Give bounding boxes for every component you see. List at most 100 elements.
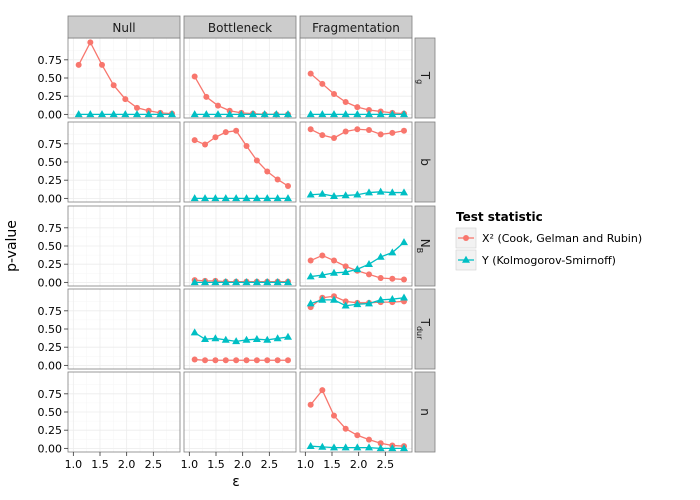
series-y-point — [353, 190, 362, 198]
y-tick-label: 0.75 — [38, 388, 63, 401]
series-y-point — [306, 272, 315, 280]
series-y-point — [353, 110, 362, 118]
row-strip-label: NB — [415, 239, 432, 253]
y-tick-label: 0.25 — [38, 174, 63, 187]
series-x2-point — [366, 107, 372, 113]
series-y-point — [365, 110, 373, 118]
column-strip — [299, 15, 413, 39]
y-tick-label: 0.50 — [38, 406, 63, 419]
panel-4-1 — [183, 371, 297, 453]
series-x2-point — [274, 176, 281, 183]
x-tick-label: 1.0 — [181, 458, 199, 471]
series-y-point — [273, 278, 282, 286]
series-y-point — [190, 110, 199, 118]
y-tick-label: 0.50 — [38, 323, 63, 336]
series-y-point — [272, 110, 281, 118]
panels-layer — [67, 37, 413, 453]
legend-label: Y (Kolmogorov-Smirnoff) — [481, 254, 616, 267]
series-y-point — [388, 110, 397, 118]
series-y-point — [376, 110, 385, 118]
x-tick-label: 1.5 — [207, 458, 225, 471]
panel-border — [183, 371, 297, 453]
x-tick-label: 1.5 — [323, 458, 341, 471]
y-tick-label: 0.00 — [38, 108, 63, 121]
series-y-point — [318, 189, 327, 197]
series-y-point — [306, 190, 315, 198]
series-x2-point — [331, 135, 337, 141]
panel-4-2 — [299, 371, 413, 453]
panel-0-2 — [299, 37, 413, 119]
series-y-point — [376, 444, 385, 452]
y-tick-label: 0.25 — [38, 258, 63, 271]
series-x2-point — [285, 183, 291, 189]
series-y-point — [225, 110, 234, 118]
series-y-point — [190, 278, 199, 286]
x-tick-label: 2.0 — [118, 458, 136, 471]
x-tick-label: 1.0 — [297, 458, 315, 471]
series-y-point — [211, 194, 220, 202]
series-x2-point — [342, 425, 349, 432]
series-x2-point — [212, 134, 219, 141]
y-tick-label: 0.25 — [38, 90, 63, 103]
x-axis-title: ε — [232, 474, 240, 490]
series-y-point — [330, 443, 338, 451]
series-y-point — [168, 110, 176, 118]
series-y-point — [353, 300, 362, 308]
legend-key-marker — [462, 255, 470, 263]
series-y-point — [144, 110, 153, 118]
x-tick-label: 2.5 — [145, 458, 163, 471]
column-strip — [183, 15, 297, 39]
series-x2-point — [75, 61, 82, 68]
series-y-point — [306, 110, 315, 118]
series-y-point — [260, 110, 269, 118]
panel-2-2 — [299, 205, 413, 287]
panel-border — [183, 205, 297, 287]
panel-0-0 — [67, 37, 181, 119]
y-tick-label: 0.00 — [38, 359, 63, 372]
series-x2-point — [215, 102, 221, 109]
series-x2-line — [194, 130, 289, 187]
series-x2-point — [319, 387, 326, 394]
series-y-point — [201, 278, 210, 286]
column-strip-label: Fragmentation — [312, 21, 400, 35]
panel-3-0 — [67, 288, 181, 370]
series-y-point — [400, 188, 408, 196]
series-y-point — [214, 110, 222, 118]
series-y-point — [252, 278, 261, 286]
series-x2-point — [342, 298, 349, 305]
series-y-point — [400, 238, 408, 246]
series-y-point — [211, 334, 220, 342]
series-y-point — [263, 335, 272, 343]
series-x2-point — [202, 357, 209, 364]
y-tick-label: 0.75 — [38, 222, 63, 235]
series-x2-point — [307, 126, 314, 133]
series-x2-point — [331, 257, 337, 264]
series-x2-point — [319, 132, 326, 139]
series-y-point — [376, 295, 385, 303]
series-x2-point — [191, 137, 198, 144]
series-y-point — [353, 265, 362, 273]
series-x2-point — [122, 96, 129, 103]
panel-0-1 — [183, 37, 297, 119]
series-y-point — [202, 110, 211, 118]
x-tick-label: 2.0 — [350, 458, 368, 471]
series-y-point — [232, 337, 241, 345]
series-y-point — [221, 194, 230, 202]
series-x2-point — [366, 436, 372, 443]
series-y-point — [341, 443, 350, 451]
x-tick-label: 2.5 — [377, 458, 395, 471]
series-y-point — [388, 294, 397, 302]
series-x2-point — [222, 129, 229, 136]
series-x2-point — [243, 143, 250, 149]
row-strip — [414, 37, 436, 119]
series-y-point — [388, 248, 397, 256]
series-x2-point — [285, 357, 291, 364]
panel-border — [183, 121, 297, 203]
series-y-point — [388, 444, 397, 452]
series-x2-line — [194, 358, 288, 361]
row-strip-label: b — [418, 158, 432, 166]
series-x2-point — [110, 82, 117, 89]
series-y-point — [98, 110, 106, 118]
row-strip-label: n — [418, 408, 432, 416]
legend-label: X² (Cook, Gelman and Rubin) — [482, 232, 642, 245]
